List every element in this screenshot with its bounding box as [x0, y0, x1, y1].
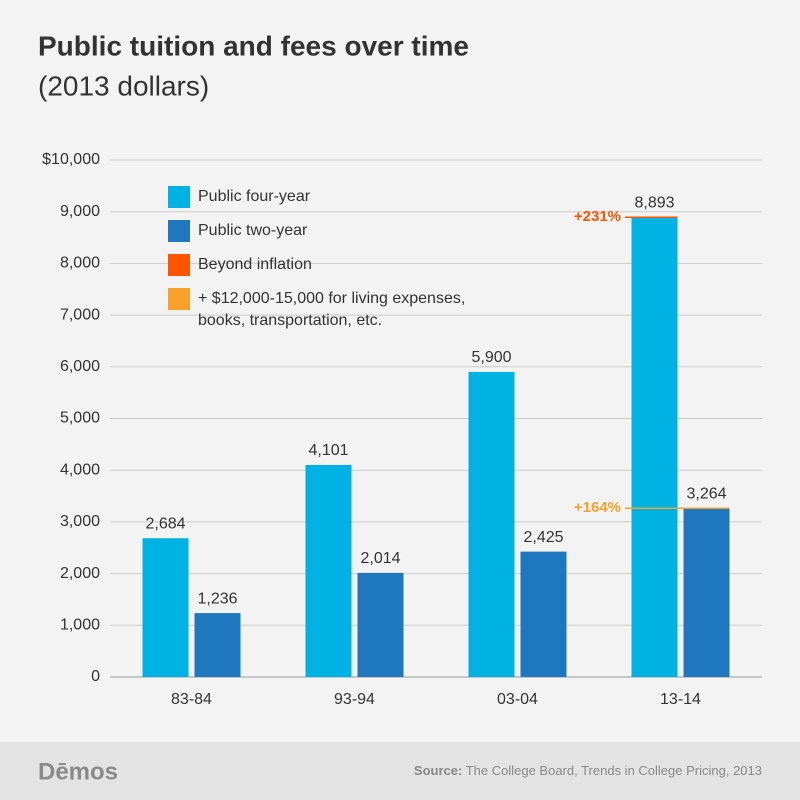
bar	[631, 217, 678, 677]
legend: Public four-year Public two-year Beyond in…	[168, 186, 508, 344]
y-tick-label: 6,000	[60, 358, 100, 375]
y-tick-label: 4,000	[60, 461, 100, 478]
legend-text: Public two-year	[198, 222, 308, 239]
source-label: Source:	[414, 763, 462, 778]
legend-text: Public four-year	[198, 188, 311, 205]
bar	[683, 508, 730, 677]
y-tick-label: $10,000	[42, 151, 100, 168]
source: Source: The College Board, Trends in Col…	[414, 763, 762, 778]
x-tick-label: 13-14	[660, 691, 701, 708]
legend-swatch	[168, 186, 190, 208]
value-label: 2,684	[145, 515, 185, 532]
legend-swatch	[168, 288, 190, 310]
y-tick-label: 1,000	[60, 617, 100, 634]
value-label: 4,101	[308, 442, 348, 459]
bar	[142, 538, 189, 677]
bar	[468, 371, 515, 677]
legend-swatch	[168, 254, 190, 276]
logo: Dēmos	[38, 758, 118, 785]
annotation: +231%	[574, 208, 621, 225]
value-label: 1,236	[197, 590, 237, 607]
legend-text: + $12,000-15,000 for living expenses, bo…	[198, 290, 466, 329]
legend-item: Public two-year	[168, 220, 508, 242]
chart-subtitle: (2013 dollars)	[38, 70, 209, 101]
legend-swatch	[168, 220, 190, 242]
bar	[357, 572, 404, 677]
x-tick-label: 03-04	[497, 691, 538, 708]
legend-item: Public four-year	[168, 186, 508, 208]
y-tick-label: 0	[91, 668, 100, 685]
legend-text: Beyond inflation	[198, 256, 312, 273]
x-tick-label: 93-94	[334, 691, 375, 708]
y-tick-label: 9,000	[60, 203, 100, 220]
bar	[520, 551, 567, 677]
bar	[305, 464, 352, 677]
legend-item: Beyond inflation	[168, 254, 508, 276]
bar	[194, 613, 241, 677]
value-label: 5,900	[471, 349, 511, 366]
source-text: The College Board, Trends in College Pri…	[466, 763, 762, 778]
y-tick-label: 5,000	[60, 410, 100, 427]
legend-item: + $12,000-15,000 for living expenses, bo…	[168, 288, 508, 332]
annotation: +164%	[574, 499, 621, 516]
x-tick-label: 83-84	[171, 691, 212, 708]
footer-band	[0, 742, 800, 800]
value-label: 3,264	[686, 485, 726, 502]
value-label: 2,014	[360, 550, 400, 567]
chart-title: Public tuition and fees over time	[38, 30, 469, 61]
y-tick-label: 2,000	[60, 565, 100, 582]
y-tick-label: 7,000	[60, 306, 100, 323]
y-tick-label: 8,000	[60, 255, 100, 272]
y-tick-label: 3,000	[60, 513, 100, 530]
value-label: 8,893	[634, 194, 674, 211]
value-label: 2,425	[523, 529, 563, 546]
